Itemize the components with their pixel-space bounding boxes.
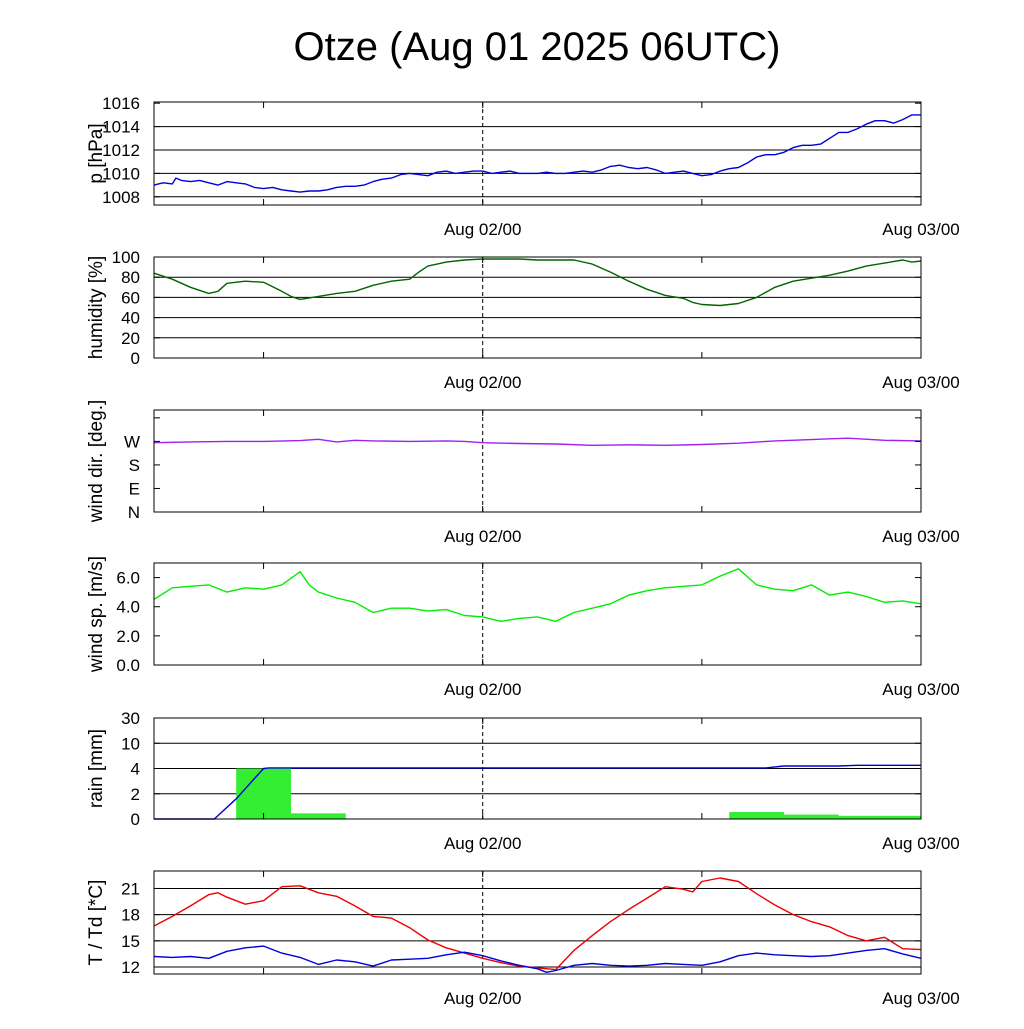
plot-frame xyxy=(153,256,922,359)
y-axis-label: p [hPa] xyxy=(86,123,107,183)
y-tick-label: 1008 xyxy=(102,188,140,207)
y-axis-label: wind sp. [m/s] xyxy=(86,556,107,673)
y-tick-label: W xyxy=(124,432,140,451)
y-tick-label: 4 xyxy=(131,760,140,779)
y-tick-label: 2.0 xyxy=(116,627,140,646)
plot-frame xyxy=(153,409,922,513)
x-tick-label: Aug 03/00 xyxy=(882,834,960,853)
y-axis-label: humidity [%] xyxy=(86,256,107,359)
x-tick-label: Aug 02/00 xyxy=(444,680,522,699)
y-tick-label: 6.0 xyxy=(116,569,140,588)
series-line-0 xyxy=(153,437,922,446)
y-tick-label: 10 xyxy=(121,734,140,753)
rain-bar xyxy=(784,814,839,819)
y-tick-label: N xyxy=(128,503,140,522)
y-tick-label: 80 xyxy=(121,268,140,287)
y-axis-label: wind dir. [deg.] xyxy=(86,400,107,524)
x-tick-label: Aug 02/00 xyxy=(444,373,522,392)
series-line-0 xyxy=(153,114,921,193)
series-line-0 xyxy=(153,877,922,971)
y-tick-label: 4.0 xyxy=(116,598,140,617)
y-tick-label: 1010 xyxy=(102,164,140,183)
y-tick-label: 0.0 xyxy=(116,656,140,675)
y-tick-label: 21 xyxy=(121,879,140,898)
y-tick-label: S xyxy=(129,456,140,475)
x-tick-label: Aug 02/00 xyxy=(444,834,522,853)
plot-frame xyxy=(153,870,922,975)
y-tick-label: 100 xyxy=(112,248,140,267)
y-tick-label: 0 xyxy=(131,349,140,368)
rain-bar xyxy=(236,768,291,819)
y-tick-label: 2 xyxy=(131,785,140,804)
y-tick-label: 0 xyxy=(131,810,140,829)
plot-frame xyxy=(153,101,922,206)
rain-bar xyxy=(290,813,346,819)
y-tick-label: E xyxy=(129,479,140,498)
y-axis-label: rain [mm] xyxy=(86,729,107,808)
rain-bar xyxy=(729,812,785,819)
x-tick-label: Aug 02/00 xyxy=(444,989,522,1008)
chart-title: Otze (Aug 01 2025 06UTC) xyxy=(294,25,781,69)
y-tick-label: 20 xyxy=(121,329,140,348)
y-tick-label: 1016 xyxy=(102,94,140,113)
y-tick-label: 18 xyxy=(121,906,140,925)
y-axis-label: T / Td [*C] xyxy=(86,880,107,966)
x-tick-label: Aug 03/00 xyxy=(882,527,960,546)
x-tick-label: Aug 02/00 xyxy=(444,220,522,239)
y-tick-label: 40 xyxy=(121,309,140,328)
y-tick-label: 12 xyxy=(121,958,140,977)
panel-4: 0 2 4 10 30 Aug 02/00 Aug 03/00 rain [mm] xyxy=(86,709,960,853)
series-line-0 xyxy=(153,258,922,307)
series-line-1 xyxy=(153,945,922,973)
panel-5: 12 15 18 21 Aug 02/00 Aug 03/00 T / Td [*C] xyxy=(86,870,960,1008)
x-tick-label: Aug 02/00 xyxy=(444,527,522,546)
series-line-0 xyxy=(153,568,922,622)
y-tick-label: 1014 xyxy=(102,118,140,137)
rain-bar xyxy=(838,815,921,819)
x-tick-label: Aug 03/00 xyxy=(882,989,960,1008)
y-tick-label: 30 xyxy=(121,709,140,728)
y-tick-label: 1012 xyxy=(102,141,140,160)
series-line-0 xyxy=(154,764,921,820)
plot-frame xyxy=(153,562,922,666)
y-tick-label: 15 xyxy=(121,932,140,951)
x-tick-label: Aug 03/00 xyxy=(882,220,960,239)
panel-3: 0.0 2.0 4.0 6.0 Aug 02/00 Aug 03/00 wind sp. [… xyxy=(86,556,960,699)
x-tick-label: Aug 03/00 xyxy=(882,680,960,699)
y-tick-label: 60 xyxy=(121,288,140,307)
x-tick-label: Aug 03/00 xyxy=(882,373,960,392)
panel-0: 1008 1010 1012 1014 1016 Aug 02/00 Aug 03/00 p … xyxy=(86,94,960,239)
